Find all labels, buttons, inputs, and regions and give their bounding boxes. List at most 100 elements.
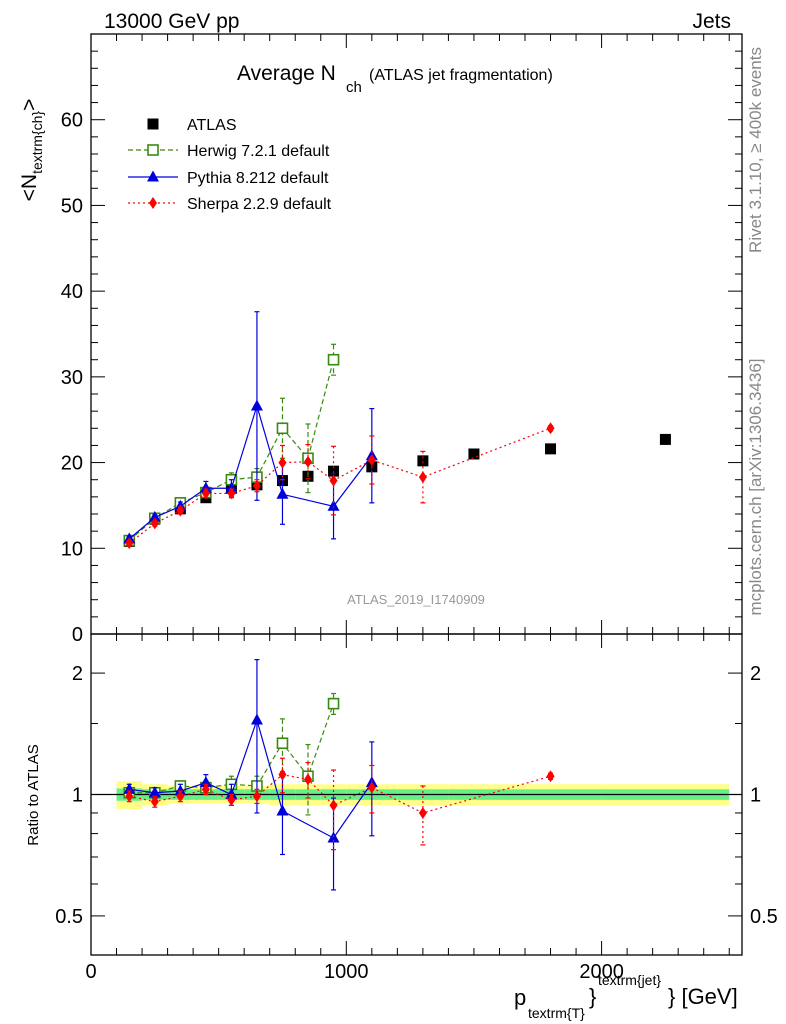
data-point-sherpa xyxy=(227,793,236,806)
series-sherpa xyxy=(125,422,555,550)
header-left: 13000 GeV pp xyxy=(104,10,239,33)
data-point-pythia xyxy=(174,784,187,796)
data-point-pythia xyxy=(250,399,263,411)
legend-marker xyxy=(147,118,159,130)
legend-label: Pythia 8.212 default xyxy=(187,170,329,187)
plot-title-main: Average N xyxy=(237,62,336,85)
legend-item: Herwig 7.2.1 default xyxy=(128,143,330,160)
data-point-pythia xyxy=(225,481,238,493)
data-point-sherpa xyxy=(329,799,338,812)
data-point-sherpa xyxy=(367,781,376,794)
svg-text:p: p xyxy=(514,985,526,1010)
legend-marker xyxy=(147,144,159,156)
series-pythia xyxy=(123,659,378,891)
ratio-y-tick-label: 1 xyxy=(72,785,83,807)
series-line-herwig xyxy=(129,703,335,794)
data-point-sherpa xyxy=(367,454,376,466)
data-point-sherpa xyxy=(278,456,287,469)
data-point-sherpa xyxy=(125,537,134,550)
data-point-pythia xyxy=(276,804,289,816)
data-point-sherpa xyxy=(546,422,555,435)
data-point-herwig xyxy=(327,697,340,710)
ratio-y-tick-label-right: 0.5 xyxy=(750,906,778,928)
x-axis-label: p textrm{T} } textrm{jet} } [GeV] xyxy=(514,972,738,1021)
ratio-y-tick-label-right: 2 xyxy=(750,663,761,685)
data-point-pythia xyxy=(225,788,238,799)
rivet-label: Rivet 3.1.10, ≥ 400k events xyxy=(746,47,765,253)
ratio-y-tick-label-right: 1 xyxy=(750,785,761,807)
data-point-herwig xyxy=(276,422,289,435)
data-point-sherpa xyxy=(125,790,134,803)
data-point-pythia xyxy=(276,487,289,499)
legend-marker xyxy=(149,197,157,209)
legend-label: Herwig 7.2.1 default xyxy=(187,143,330,160)
legend-marker xyxy=(147,170,159,182)
data-point-sherpa xyxy=(176,790,185,803)
watermark: ATLAS_2019_I1740909 xyxy=(347,592,485,607)
data-point-sherpa xyxy=(150,795,159,808)
ratio-y-tick-label: 2 xyxy=(72,663,83,685)
y-axis-label-main: <Ntextrm{ch}> xyxy=(18,99,45,202)
legend-label: Sherpa 2.2.9 default xyxy=(187,196,332,213)
data-point-pythia xyxy=(199,776,212,788)
data-point-sherpa xyxy=(278,768,287,781)
legend-item: Sherpa 2.2.9 default xyxy=(128,196,332,213)
mcplots-label: mcplots.cern.ch [arXiv:1306.3436] xyxy=(746,358,765,615)
data-point-pythia xyxy=(250,713,263,725)
x-tick-label: 1000 xyxy=(324,961,369,983)
legend-item: Pythia 8.212 default xyxy=(128,170,329,187)
y-tick-label: 20 xyxy=(61,453,83,475)
data-point-sherpa xyxy=(304,773,312,786)
data-point-sherpa xyxy=(252,479,261,492)
series-line-sherpa xyxy=(128,427,551,544)
data-point-data xyxy=(659,433,671,445)
ratio-panel: 0.5 0.5 1 1 2 2 0 1000 2000 xyxy=(55,633,778,983)
data-point-sherpa xyxy=(201,783,210,796)
series-pythia xyxy=(123,311,378,544)
svg-text:<Ntextrm{ch}>: <Ntextrm{ch}> xyxy=(18,99,45,202)
y-tick-label: 30 xyxy=(61,367,83,389)
x-tick-label: 0 xyxy=(85,961,96,983)
data-point-sherpa xyxy=(418,471,427,484)
plot-title-extra: (ATLAS jet fragmentation) xyxy=(369,67,553,84)
svg-text:}: } xyxy=(589,984,596,1009)
data-point-data xyxy=(545,443,557,455)
legend-label: ATLAS xyxy=(187,117,237,134)
data-point-data xyxy=(468,448,480,460)
data-point-sherpa xyxy=(252,790,261,803)
data-point-sherpa xyxy=(304,455,312,468)
svg-text:} [GeV]: } [GeV] xyxy=(668,984,738,1009)
data-point-data xyxy=(328,465,340,477)
x-tick-label: 2000 xyxy=(579,961,624,983)
data-point-pythia xyxy=(148,510,161,522)
data-point-pythia xyxy=(148,786,161,798)
y-tick-label: 10 xyxy=(61,538,83,560)
data-point-sherpa xyxy=(201,487,210,500)
svg-text:textrm{T}: textrm{T} xyxy=(528,1005,585,1021)
y-tick-label: 50 xyxy=(61,195,83,217)
data-point-herwig xyxy=(327,353,340,366)
data-point-pythia xyxy=(327,499,340,511)
data-point-sherpa xyxy=(150,517,159,530)
data-point-sherpa xyxy=(329,474,338,487)
data-point-sherpa xyxy=(227,487,236,500)
data-point-pythia xyxy=(327,831,340,843)
series-sherpa xyxy=(125,757,555,851)
y-tick-label: 60 xyxy=(61,110,83,132)
series-line-pythia xyxy=(129,717,373,839)
data-point-sherpa xyxy=(546,770,555,783)
data-point-sherpa xyxy=(418,806,427,819)
data-point-herwig xyxy=(276,737,289,750)
y-tick-label: 40 xyxy=(61,281,83,303)
y-tick-label: 0 xyxy=(72,624,83,646)
legend-item: ATLAS xyxy=(147,117,237,134)
main-panel: 0 10 20 30 40 50 60 ATLAS Herwig 7.2.1 default P… xyxy=(61,33,743,646)
data-point-data xyxy=(417,455,429,467)
data-point-pythia xyxy=(123,782,136,794)
data-point-sherpa xyxy=(176,504,185,517)
plot-title-sub: ch xyxy=(346,79,362,96)
svg-text:textrm{jet}: textrm{jet} xyxy=(598,972,661,988)
ratio-y-tick-label: 0.5 xyxy=(55,906,83,928)
header-right: Jets xyxy=(692,10,731,33)
